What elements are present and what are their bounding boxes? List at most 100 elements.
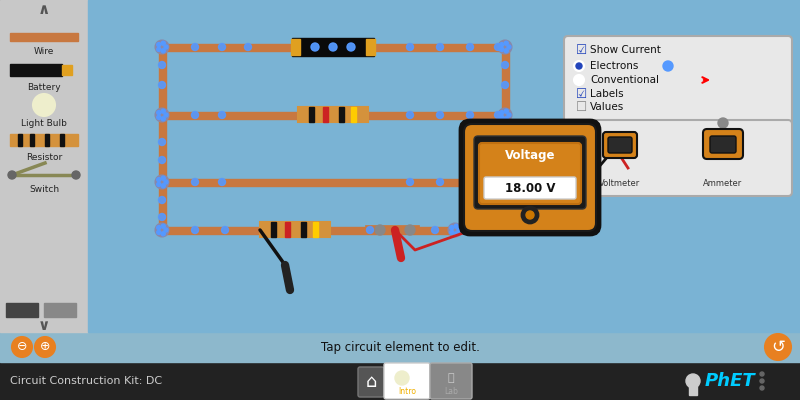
Text: ☑: ☑ — [576, 44, 587, 56]
Circle shape — [311, 43, 319, 51]
Text: Electrons: Electrons — [590, 61, 638, 71]
Circle shape — [663, 61, 673, 71]
Bar — [88, 0, 800, 332]
Circle shape — [218, 44, 226, 50]
Circle shape — [157, 43, 161, 47]
Circle shape — [162, 49, 166, 53]
Circle shape — [162, 232, 166, 236]
Text: Voltmeter: Voltmeter — [599, 180, 641, 188]
Text: ⊖: ⊖ — [17, 340, 27, 354]
Text: Intro: Intro — [398, 386, 416, 396]
Circle shape — [157, 182, 161, 186]
Circle shape — [406, 112, 414, 118]
Circle shape — [162, 184, 166, 188]
Circle shape — [466, 112, 474, 118]
Circle shape — [12, 337, 32, 357]
Text: Wire: Wire — [34, 46, 54, 56]
Text: PhET: PhET — [705, 372, 756, 390]
Circle shape — [375, 225, 385, 235]
FancyBboxPatch shape — [474, 136, 586, 209]
Circle shape — [507, 113, 511, 117]
Circle shape — [406, 44, 414, 50]
Circle shape — [164, 45, 168, 49]
Circle shape — [502, 156, 509, 164]
Circle shape — [157, 111, 161, 115]
Circle shape — [686, 374, 700, 388]
Bar — [285, 222, 290, 237]
Circle shape — [504, 117, 508, 121]
Bar — [366, 39, 375, 55]
Circle shape — [449, 224, 462, 236]
Circle shape — [162, 109, 166, 113]
Bar — [10, 134, 78, 146]
FancyBboxPatch shape — [479, 143, 581, 204]
Circle shape — [191, 178, 198, 186]
Circle shape — [164, 180, 168, 184]
Bar — [292, 38, 374, 56]
Circle shape — [500, 43, 504, 47]
Bar — [18, 134, 22, 146]
Text: ☐: ☐ — [576, 100, 587, 114]
Text: ⊕: ⊕ — [40, 340, 50, 354]
Circle shape — [760, 379, 764, 383]
Circle shape — [500, 178, 504, 182]
Circle shape — [504, 49, 508, 53]
Text: Battery: Battery — [27, 84, 61, 92]
Text: ⌂: ⌂ — [366, 373, 377, 391]
Circle shape — [406, 178, 414, 186]
Bar — [502, 115, 509, 182]
Circle shape — [191, 44, 198, 50]
Circle shape — [155, 176, 169, 188]
Text: Conventional: Conventional — [590, 75, 659, 85]
Text: ☑: ☑ — [576, 88, 587, 100]
Circle shape — [191, 112, 198, 118]
FancyBboxPatch shape — [430, 363, 472, 399]
Circle shape — [329, 43, 337, 51]
Bar — [44, 303, 76, 317]
Circle shape — [450, 230, 454, 234]
FancyBboxPatch shape — [564, 36, 792, 124]
Text: Circuit Construction Kit: DC: Circuit Construction Kit: DC — [10, 376, 162, 386]
FancyBboxPatch shape — [358, 367, 384, 397]
Circle shape — [504, 176, 508, 180]
Circle shape — [500, 182, 504, 186]
Circle shape — [158, 138, 166, 146]
Circle shape — [502, 138, 509, 146]
Circle shape — [576, 63, 582, 69]
Text: Switch: Switch — [29, 184, 59, 194]
Circle shape — [500, 47, 504, 51]
Circle shape — [157, 226, 161, 230]
Circle shape — [395, 371, 409, 385]
FancyBboxPatch shape — [703, 129, 743, 159]
Bar — [260, 222, 330, 237]
Circle shape — [498, 40, 511, 54]
Text: Show Current: Show Current — [590, 45, 661, 55]
Circle shape — [507, 180, 511, 184]
Bar — [313, 222, 318, 237]
Circle shape — [158, 214, 166, 220]
FancyBboxPatch shape — [384, 363, 430, 399]
Bar — [502, 47, 509, 115]
Circle shape — [765, 334, 791, 360]
FancyBboxPatch shape — [608, 137, 632, 153]
Bar — [323, 107, 328, 122]
Circle shape — [157, 230, 161, 234]
Text: Lab: Lab — [444, 386, 458, 396]
Circle shape — [164, 113, 168, 117]
Text: ∨: ∨ — [38, 318, 50, 332]
Bar — [158, 47, 166, 115]
Circle shape — [522, 207, 538, 223]
Circle shape — [155, 40, 169, 54]
Text: 18.00 V: 18.00 V — [505, 182, 555, 194]
Circle shape — [760, 372, 764, 376]
Circle shape — [498, 108, 511, 122]
FancyBboxPatch shape — [464, 124, 596, 231]
Bar — [689, 385, 697, 395]
Circle shape — [158, 82, 166, 88]
Circle shape — [218, 178, 226, 186]
Circle shape — [457, 228, 461, 232]
Circle shape — [157, 178, 161, 182]
Circle shape — [504, 109, 508, 113]
Circle shape — [450, 226, 454, 230]
Circle shape — [347, 43, 355, 51]
